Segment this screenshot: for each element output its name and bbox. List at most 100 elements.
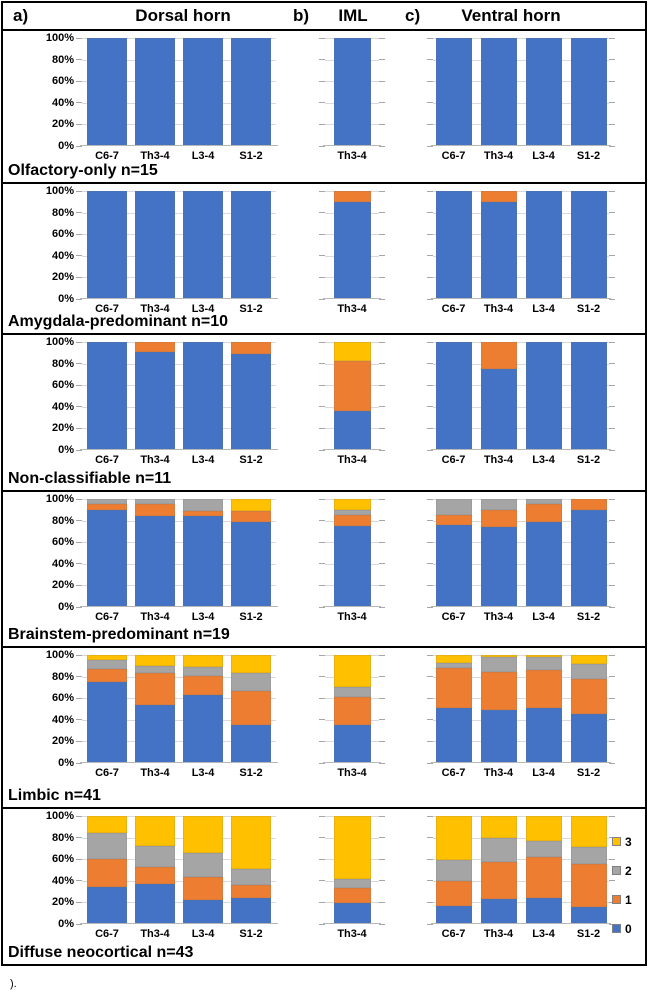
- bar-L3-4: [525, 191, 562, 299]
- axis-tick: [319, 837, 325, 839]
- legend-swatch-icon: [612, 866, 621, 875]
- segment-score-2: [435, 662, 472, 668]
- bar-C6-7: [435, 655, 472, 763]
- x-tick-label-C6-7: C6-7: [95, 928, 119, 940]
- gridline-80: [82, 212, 276, 214]
- segment-score-3: [135, 816, 175, 847]
- gridline-60: [82, 385, 276, 387]
- axis-tick: [609, 427, 615, 429]
- axis-tick: [609, 563, 615, 565]
- gridline-60: [433, 698, 609, 700]
- segment-score-1: [183, 876, 223, 901]
- axis-tick: [319, 59, 325, 61]
- axis-tick: [319, 858, 325, 860]
- axis-tick: [319, 145, 325, 147]
- axis-tick: [609, 384, 615, 386]
- segment-score-0: [231, 725, 271, 763]
- axis-tick: [427, 233, 433, 235]
- segment-score-1: [135, 673, 175, 705]
- x-axis-labels: Th3-4: [325, 303, 379, 315]
- bar-C6-7: [435, 342, 472, 450]
- axis-tick: [379, 427, 385, 429]
- segment-score-1: [87, 859, 127, 888]
- segment-score-2: [480, 657, 517, 673]
- axis-tick: [319, 740, 325, 742]
- bar-C6-7: [87, 38, 127, 146]
- segment-score-0: [570, 38, 607, 146]
- axis-tick: [427, 341, 433, 343]
- bars-group: [82, 342, 276, 450]
- axis-tick: [609, 276, 615, 278]
- segment-score-1: [87, 669, 127, 682]
- bar-S1-2: [570, 342, 607, 450]
- bars-group: [325, 499, 379, 607]
- axis-tick: [76, 676, 82, 678]
- axis-tick: [319, 341, 325, 343]
- axis-tick: [427, 212, 433, 214]
- y-tick-label: 20%: [51, 896, 74, 909]
- chart-iml: Th3-4: [319, 815, 385, 940]
- gridline-60: [433, 542, 609, 544]
- axis-tick: [609, 255, 615, 257]
- segment-score-0: [231, 898, 271, 924]
- y-tick-label: 20%: [51, 579, 74, 592]
- x-axis-labels: C6-7 Th3-4 L3-4 S1-2: [82, 454, 276, 466]
- segment-score-1: [231, 510, 271, 522]
- legend-label: 3: [625, 834, 632, 849]
- axis-tick: [427, 837, 433, 839]
- x-axis-line: [80, 606, 278, 607]
- segment-score-1: [333, 697, 371, 726]
- axis-tick: [76, 384, 82, 386]
- axis-tick: [427, 276, 433, 278]
- gridline-80: [433, 363, 609, 365]
- x-tick-label-L3-4: L3-4: [532, 303, 555, 315]
- y-axis-labels: 100% 80% 60% 40% 20% 0%: [30, 32, 82, 152]
- y-tick-label: 80%: [51, 53, 74, 66]
- bar-Th3-4: [333, 38, 371, 146]
- axis-tick: [379, 80, 385, 82]
- axis-tick: [76, 584, 82, 586]
- segment-score-1: [525, 504, 562, 522]
- y-tick-label: 40%: [51, 96, 74, 109]
- axis-tick: [76, 406, 82, 408]
- axis-tick: [609, 233, 615, 235]
- segment-score-0: [525, 898, 562, 924]
- segment-score-0: [135, 38, 175, 146]
- panel-title: Amygdala-predominant n=10: [8, 313, 229, 330]
- bars-group: [82, 38, 276, 146]
- x-axis-labels: C6-7 Th3-4 L3-4 S1-2: [82, 928, 276, 940]
- y-axis-labels: 100% 80% 60% 40% 20% 0%: [30, 493, 82, 613]
- axis-tick: [76, 815, 82, 817]
- segment-score-1: [480, 342, 517, 369]
- axis-tick: [379, 123, 385, 125]
- gridline-100: [433, 655, 609, 656]
- axis-tick: [76, 298, 82, 300]
- bars-group: [325, 191, 379, 299]
- bar-S1-2: [570, 655, 607, 763]
- axis-tick: [379, 815, 385, 817]
- segment-score-0: [525, 342, 562, 450]
- axis-tick: [379, 298, 385, 300]
- segment-score-0: [480, 38, 517, 146]
- axis-tick: [76, 901, 82, 903]
- bars-group: [82, 191, 276, 299]
- axis-tick: [319, 815, 325, 817]
- y-tick-label: 20%: [51, 118, 74, 131]
- y-tick-label: 20%: [51, 735, 74, 748]
- axis-tick: [319, 541, 325, 543]
- gridline-40: [433, 406, 609, 408]
- axis-tick: [379, 406, 385, 408]
- segment-score-2: [87, 833, 127, 860]
- segment-score-0: [570, 714, 607, 763]
- y-tick-label: 40%: [51, 713, 74, 726]
- chart-iml: Th3-4: [319, 190, 385, 315]
- axis-tick: [319, 363, 325, 365]
- axis-tick: [427, 123, 433, 125]
- gridline-40: [433, 102, 609, 104]
- gridline-20: [433, 585, 609, 587]
- axis-tick: [379, 498, 385, 500]
- x-tick-label-Th3-4: Th3-4: [337, 767, 367, 779]
- axis-tick: [76, 59, 82, 61]
- bar-Th3-4: [135, 816, 175, 924]
- x-axis-line: [80, 145, 278, 146]
